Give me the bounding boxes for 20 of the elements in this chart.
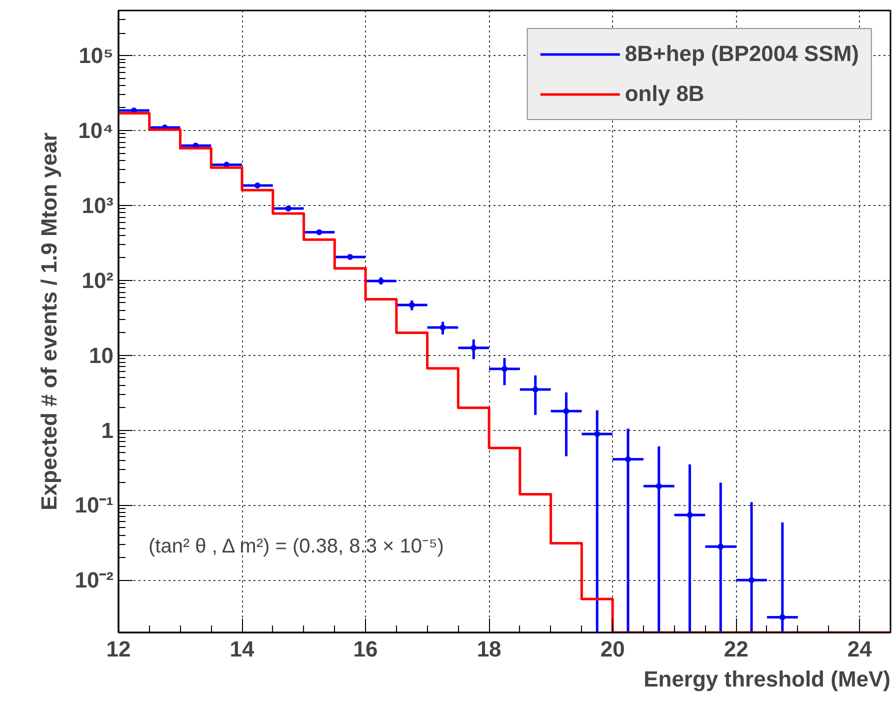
x-tick-label: 16 — [353, 636, 378, 662]
y-tick-label: 10⁴ — [78, 118, 114, 144]
annotation: (tan² θ , Δ m²) = (0.38, 8.3 × 10⁻⁵) — [148, 536, 444, 558]
y-axis-title: Expected # of events / 1.9 Mton year — [36, 132, 62, 510]
x-tick-label: 18 — [476, 636, 502, 662]
legend-label: 8B+hep (BP2004 SSM) — [624, 41, 859, 67]
y-tick-label: 10⁵ — [78, 43, 114, 68]
x-tick-label: 20 — [600, 636, 625, 662]
legend-label: only 8B — [624, 81, 704, 107]
x-axis-title: Energy threshold (MeV) — [644, 666, 890, 692]
x-tick-label: 22 — [724, 636, 748, 662]
y-tick-label: 1 — [101, 418, 114, 443]
x-tick-label: 24 — [847, 636, 873, 662]
x-tick-label: 14 — [230, 636, 256, 662]
x-tick-label: 12 — [106, 636, 131, 662]
y-tick-label: 10⁻² — [74, 568, 114, 593]
y-tick-label: 10³ — [82, 192, 114, 218]
y-tick-label: 10² — [82, 268, 114, 293]
y-tick-label: 10⁻¹ — [74, 492, 114, 518]
y-tick-label: 10 — [89, 342, 114, 368]
